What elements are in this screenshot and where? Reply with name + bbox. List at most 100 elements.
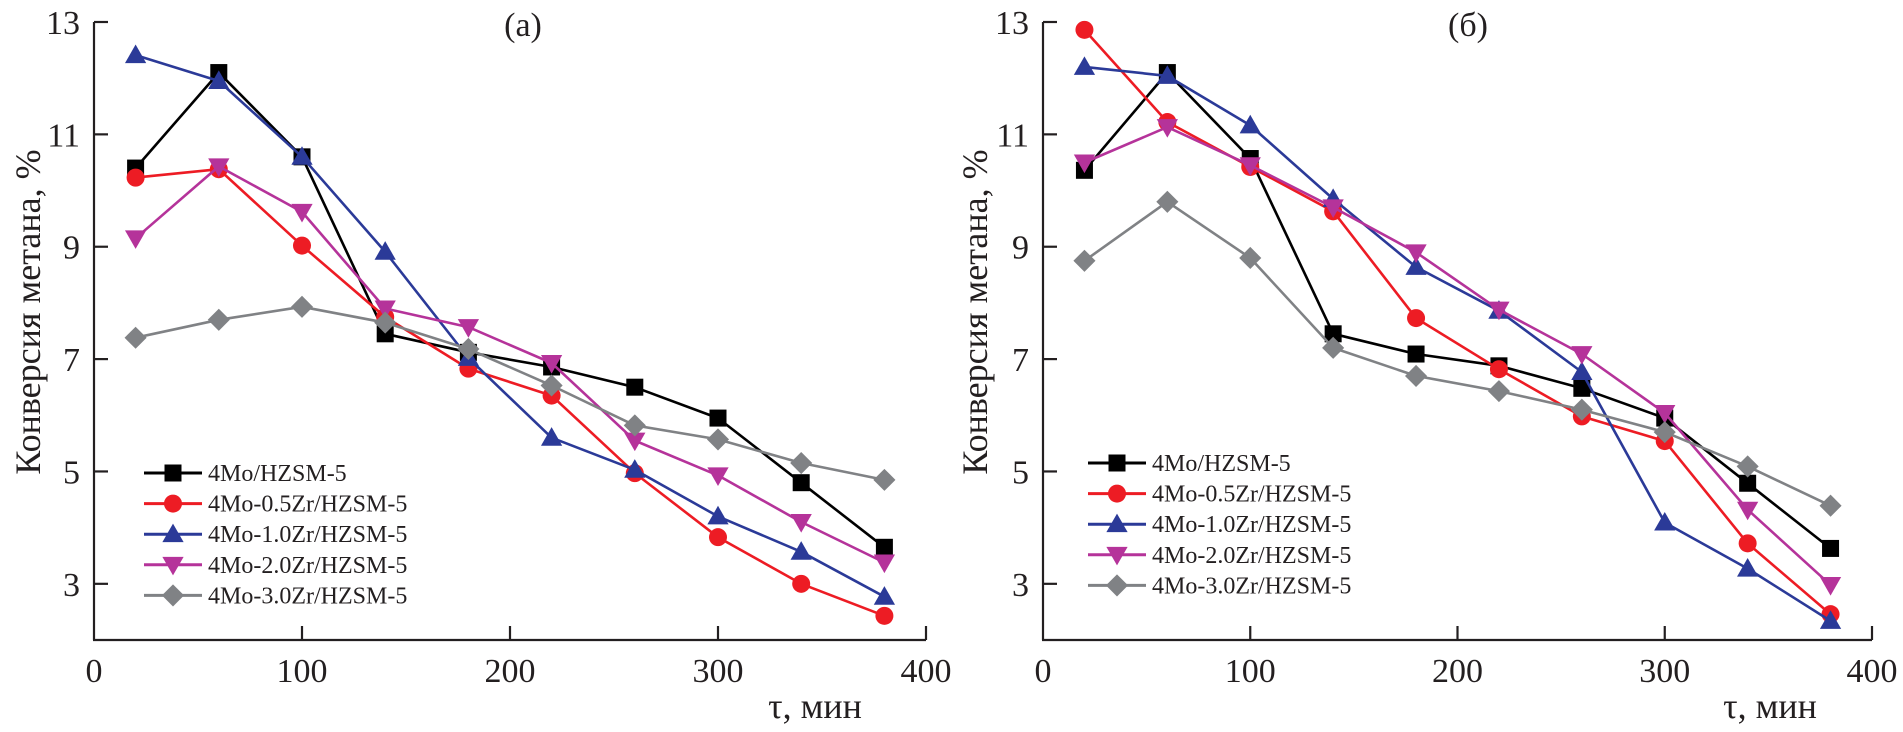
data-point [208,158,230,178]
series-4Mo-3.0Zr/HZSM-5 [124,295,896,491]
data-point [623,414,646,437]
data-point [457,337,480,361]
data-point [1073,154,1096,174]
series-4Mo-2.0Zr/HZSM-5 [124,158,896,574]
triangle-down-marker-icon [162,556,184,576]
data-point [1073,249,1096,272]
data-point [124,230,147,249]
data-point [290,295,314,318]
x-axis-label: τ, мин [1723,686,1817,726]
data-point [792,474,810,492]
x-tick-label: 100 [1225,653,1276,690]
legend-label: 4Mo-0.5Zr/HZSM-5 [1152,482,1351,508]
series-line [1084,65,1832,622]
y-tick-label: 11 [47,117,80,154]
data-point [1239,157,1261,176]
x-tick-label: 400 [901,653,952,690]
data-point [457,319,480,338]
y-tick-label: 9 [63,230,80,267]
legend: 4Mo/HZSM-5 4Mo-0.5Zr/HZSM-5 4Mo-1.0Zr/HZSM… [1088,451,1351,599]
data-point [626,378,644,396]
diamond-marker-icon [1105,574,1129,597]
y-tick-label: 13 [46,5,80,42]
data-point [208,70,230,89]
series-line [1083,200,1832,507]
data-point [624,459,646,478]
data-point [873,554,896,574]
legend-label: 4Mo/HZSM-5 [1152,451,1291,477]
data-point [1653,421,1676,444]
legend-item: 4Mo-2.0Zr/HZSM-5 [1088,543,1351,569]
x-tick-label: 200 [485,653,536,690]
axes: 3 5 7 9 11 13 0 100 200 300 400 [46,5,952,690]
data-point [873,468,896,491]
y-tick-label: 9 [1012,230,1029,267]
data-point [293,236,311,255]
data-point [1489,360,1508,379]
data-point [1156,65,1178,84]
legend-item: 4Mo-1.0Zr/HZSM-5 [1088,512,1351,538]
data-point [875,538,893,556]
x-tick-label: 100 [277,653,328,690]
legend-item: 4Mo/HZSM-5 [144,461,347,487]
x-tick-label: 300 [1639,653,1690,690]
data-point [1738,534,1757,553]
legend-item: 4Mo/HZSM-5 [1088,451,1291,477]
data-point [1488,301,1510,321]
data-point [1737,558,1759,577]
data-point [1407,345,1425,363]
legend-label: 4Mo-2.0Zr/HZSM-5 [1152,543,1351,569]
y-tick-label: 7 [63,342,80,379]
data-point [1322,199,1344,219]
legend-label: 4Mo-1.0Zr/HZSM-5 [1152,512,1351,538]
legend-item: 4Mo-3.0Zr/HZSM-5 [144,583,407,609]
data-point [1819,576,1842,596]
series-4Mo-3.0Zr/HZSM-5 [1073,190,1842,517]
legend-item: 4Mo-2.0Zr/HZSM-5 [144,553,407,579]
legend-label: 4Mo-1.0Zr/HZSM-5 [208,522,407,548]
data-point [374,311,397,334]
y-tick-label: 11 [996,117,1029,154]
data-point [376,325,394,343]
series-line [1083,71,1832,550]
circle-marker-icon [1108,484,1126,503]
data-point [126,168,145,187]
series-line [134,165,885,564]
data-point [706,428,730,451]
data-point [1571,346,1593,365]
triangle-down-marker-icon [1106,546,1128,566]
data-point [1239,246,1262,270]
series-4Mo-1.0Zr/HZSM-5 [1073,56,1842,629]
data-point [707,467,729,487]
data-point [540,427,563,446]
data-point [124,326,147,349]
data-point [790,451,813,475]
series-line [135,305,885,482]
panel-title: (б) [1448,7,1488,44]
data-point [1487,380,1510,403]
plot-area [124,44,896,625]
data-point [1736,455,1759,478]
axes: 3 5 7 9 11 13 0 100 200 300 400 [995,5,1898,690]
data-point [790,541,812,560]
data-point [1654,405,1676,424]
legend: 4Mo/HZSM-5 4Mo-0.5Zr/HZSM-5 4Mo-1.0Zr/HZSM… [144,461,407,609]
chart-panel-a: (a) Конверсия метана, % τ, мин 3 5 7 9 11 13 0… [8,5,952,726]
series-4Mo-1.0Zr/HZSM-5 [124,44,896,605]
data-point [709,528,727,547]
data-point [707,505,729,525]
series-4Mo-2.0Zr/HZSM-5 [1073,119,1842,596]
data-point [873,586,896,605]
panel-title: (a) [504,7,542,44]
data-point [374,300,396,320]
x-tick-label: 400 [1847,653,1898,690]
data-point [1322,336,1345,359]
data-point [1156,119,1178,138]
y-axis-label: Конверсия метана, % [8,149,48,474]
x-tick-label: 0 [86,653,103,690]
diamond-marker-icon [161,584,185,607]
data-point [624,432,646,452]
x-tick-label: 0 [1035,653,1052,690]
series-line [135,53,886,598]
data-point [792,574,811,593]
